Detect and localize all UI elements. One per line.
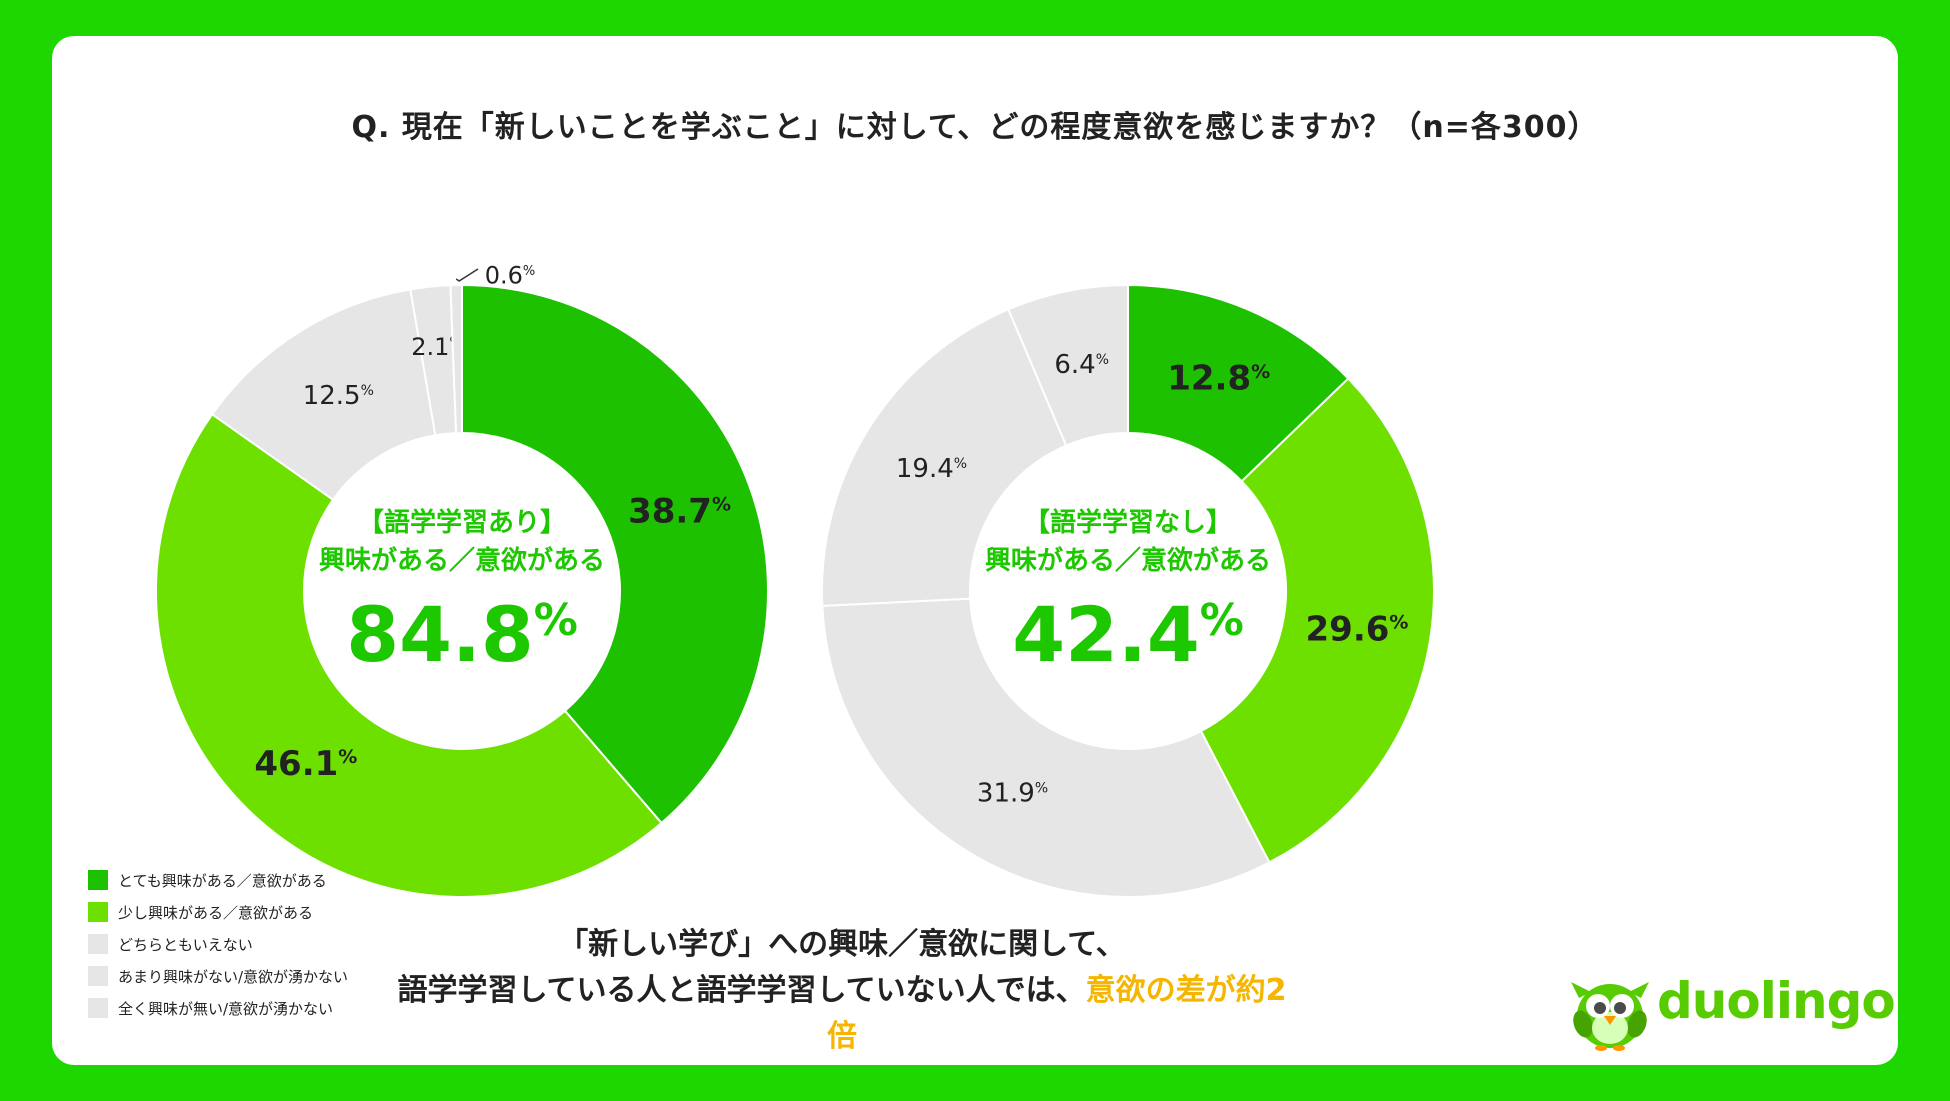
slice-label: 0.6% (485, 262, 536, 290)
legend-label: 少し興味がある／意欲がある (118, 903, 314, 922)
legend-item: とても興味がある／意欲がある (88, 864, 348, 896)
donut-chart-without-learning: 12.8% 29.6% 31.9% 19.4% 6.4% 【語学学習なし】興味がある／意欲… (821, 283, 1435, 898)
conclusion-line2-text: 語学学習している人と語学学習していない人では、 (397, 973, 1086, 1008)
donut-slice (1199, 377, 1435, 864)
donut-chart-with-learning: 38.7%46.1%12.5%2.1%0.6%【語学学習あり】興味がある／意欲が… (155, 262, 769, 898)
legend-item: 全く興味が無い/意欲が湧かない (88, 992, 348, 1024)
donut-slice (821, 308, 1068, 607)
legend-label: どちらともいえない (118, 935, 253, 954)
center-value: 84.8% (346, 590, 578, 679)
legend-swatch (88, 934, 108, 954)
donut-slice (821, 597, 1271, 898)
owl-icon (1571, 982, 1649, 1051)
center-subtitle: 興味がある／意欲がある (319, 545, 605, 576)
legend-swatch (88, 902, 108, 922)
legend-item: どちらともいえない (88, 928, 348, 960)
conclusion-highlight: 意欲の差が約2倍 (827, 973, 1287, 1054)
donut-slice (449, 283, 463, 435)
legend-swatch (88, 870, 108, 890)
conclusion-line1: 「新しい学び」への興味／意欲に関して、 (558, 927, 1126, 962)
legend-swatch (88, 998, 108, 1018)
slice-label: 19.4% (896, 454, 967, 484)
slice-label: 12.8% (1167, 359, 1270, 399)
center-value: 42.4% (1012, 590, 1244, 679)
legend-label: 全く興味が無い/意欲が湧かない (118, 999, 334, 1018)
legend-item: 少し興味がある／意欲がある (88, 896, 348, 928)
main-card: Q. 現在「新しいことを学ぶこと」に対して、どの程度意欲を感じますか？（n=各3… (52, 36, 1898, 1065)
center-title: 【語学学習あり】 (358, 507, 566, 538)
slice-label: 29.6% (1306, 610, 1409, 650)
duolingo-logo: duolingo (1567, 968, 1896, 1058)
center-title: 【語学学習なし】 (1024, 507, 1232, 538)
legend-label: あまり興味がない/意欲が湧かない (118, 967, 349, 986)
brand-wordmark: duolingo (1657, 972, 1896, 1030)
slice-label: 46.1% (254, 744, 357, 784)
slice-label: 31.9% (977, 779, 1048, 809)
conclusion-line2: 語学学習している人と語学学習していない人では、意欲の差が約2倍 (392, 968, 1292, 1060)
question-title: Q. 現在「新しいことを学ぶこと」に対して、どの程度意欲を感じますか？（n=各3… (351, 110, 1599, 145)
donut-slice (210, 288, 437, 502)
legend: とても興味がある／意欲がある 少し興味がある／意欲がある どちらともいえない あ… (88, 864, 348, 1024)
donut-slice (1007, 283, 1129, 447)
slice-label: 38.7% (628, 492, 731, 532)
donut-slice (461, 283, 769, 825)
slice-label: 6.4% (1054, 350, 1109, 380)
legend-label: とても興味がある／意欲がある (118, 871, 327, 890)
donut-slice (155, 412, 663, 898)
slice-label: 12.5% (303, 381, 374, 411)
conclusion-text: 「新しい学び」への興味／意欲に関して、 語学学習している人と語学学習していない人… (392, 922, 1292, 1060)
center-subtitle: 興味がある／意欲がある (985, 545, 1271, 576)
legend-item: あまり興味がない/意欲が湧かない (88, 960, 348, 992)
leader-line (455, 268, 479, 282)
legend-swatch (88, 966, 108, 986)
